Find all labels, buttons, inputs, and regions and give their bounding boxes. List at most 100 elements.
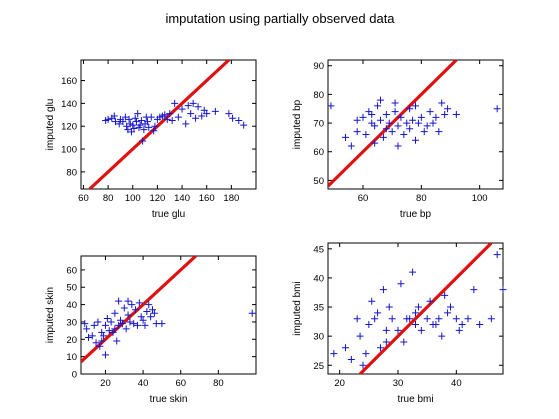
data-point [426, 297, 434, 305]
x-tick-label: 120 [149, 193, 165, 204]
data-point [90, 321, 98, 329]
y-tick-label: 60 [313, 147, 324, 158]
x-tick-label: 80 [213, 378, 224, 389]
data-point [130, 320, 138, 328]
data-point [113, 337, 121, 345]
x-tick-label: 30 [393, 378, 404, 389]
y-axis-label: imputed glu [45, 99, 56, 151]
data-point [412, 321, 419, 329]
y-tick-label: 20 [66, 335, 77, 346]
data-point [192, 114, 200, 122]
data-point [412, 309, 419, 317]
data-point [151, 122, 159, 130]
data-point [441, 291, 449, 299]
data-point [124, 311, 132, 319]
data-point [124, 126, 132, 134]
data-point [140, 126, 148, 134]
data-point [133, 321, 141, 329]
data-point [101, 351, 109, 359]
data-point [382, 326, 390, 334]
x-tick-label: 160 [199, 193, 215, 204]
y-tick-label: 25 [313, 361, 324, 372]
data-point [379, 133, 387, 141]
data-point [353, 128, 361, 136]
y-tick-label: 40 [66, 300, 77, 311]
plot-area-frame [80, 59, 257, 190]
data-point [98, 337, 106, 345]
y-tick-label: 100 [61, 145, 77, 156]
data-point [347, 142, 355, 150]
data-point [409, 268, 417, 276]
data-point [499, 286, 507, 294]
plot-area-frame [327, 242, 504, 375]
scatter-points [102, 99, 248, 145]
y-tick-label: 30 [313, 332, 324, 343]
data-point [229, 114, 237, 122]
data-point [123, 122, 131, 130]
subplot-imputed-glu: 60 80 100 120 140 160 180 80 100 120 140 160 true gl… [45, 59, 257, 220]
data-point [382, 125, 390, 133]
data-point [330, 350, 338, 358]
data-point [107, 318, 115, 326]
data-point [444, 309, 452, 317]
data-point [92, 339, 100, 347]
data-point [110, 112, 118, 120]
data-point [115, 297, 123, 305]
data-point [235, 117, 243, 125]
x-tick-label: 80 [103, 193, 114, 204]
identity-line [88, 60, 230, 189]
data-point [163, 115, 171, 123]
y-tick-label: 120 [61, 122, 77, 133]
y-axis-label: imputed bmi [292, 281, 303, 335]
data-point [203, 110, 211, 118]
data-point [368, 110, 376, 118]
x-tick-label: 100 [472, 193, 488, 204]
data-point [444, 105, 452, 113]
data-point [161, 111, 169, 119]
data-point [385, 303, 393, 311]
data-point [187, 110, 195, 118]
data-point [126, 318, 134, 326]
data-point [145, 123, 153, 131]
y-axis-label: imputed skin [45, 287, 56, 343]
data-point [85, 334, 93, 342]
x-tick-label: 60 [175, 378, 186, 389]
data-point [342, 344, 349, 352]
data-point [409, 116, 417, 124]
data-point [394, 326, 402, 334]
data-point [105, 327, 113, 335]
data-point [240, 121, 248, 129]
data-point [184, 102, 192, 110]
y-tick-label: 50 [66, 283, 77, 294]
data-point [83, 325, 91, 333]
data-point [149, 306, 157, 314]
data-point [388, 128, 396, 136]
subplot-imputed-skin: 20 40 60 80 0 10 20 30 40 50 60 true skin imputed sk… [45, 255, 257, 405]
x-tick-label: 40 [451, 378, 462, 389]
data-point [171, 99, 179, 107]
data-point [94, 318, 102, 326]
data-point [88, 332, 96, 340]
subplot-imputed-bp: 60 80 100 50 60 70 80 90 true bp imputed bp [292, 59, 504, 220]
reference-line-group [358, 243, 493, 374]
data-point [122, 325, 130, 333]
data-point [225, 110, 233, 118]
data-point [144, 118, 152, 126]
x-tick-label: 60 [78, 193, 89, 204]
data-point [400, 131, 408, 139]
data-point [198, 112, 206, 120]
y-tick-label: 45 [313, 244, 324, 255]
data-point [137, 117, 145, 125]
data-point [132, 118, 140, 126]
y-tick-label: 40 [313, 273, 324, 284]
data-point [379, 286, 387, 294]
data-point [139, 316, 147, 324]
data-point [377, 96, 384, 104]
subplot-imputed-bmi: 20 30 40 25 30 35 40 45 true bmi imputed bmi [292, 242, 507, 405]
data-point [353, 116, 361, 124]
data-point [211, 107, 219, 115]
data-point [128, 301, 136, 309]
data-point [347, 355, 355, 363]
x-axis-label: true bmi [397, 394, 433, 405]
data-point [356, 332, 364, 340]
